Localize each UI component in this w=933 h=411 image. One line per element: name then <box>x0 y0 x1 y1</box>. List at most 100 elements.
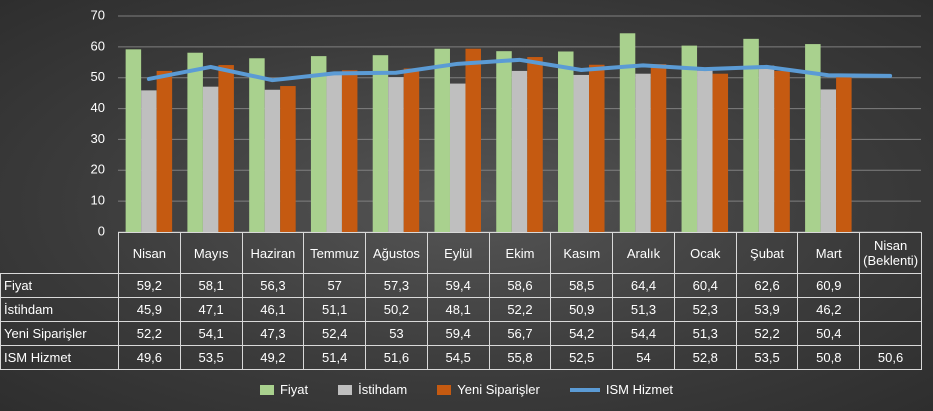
bar <box>249 58 265 232</box>
value-label: 59,2 <box>118 273 181 298</box>
y-tick-label: 60 <box>91 38 105 53</box>
bar <box>743 38 759 232</box>
bar <box>712 73 729 233</box>
x-tick-label: Ekim <box>488 232 552 274</box>
bar <box>820 89 837 232</box>
legend-swatch <box>259 384 274 395</box>
value-label: 50,4 <box>797 321 861 346</box>
y-tick-label: 50 <box>91 69 105 84</box>
value-label <box>859 273 922 298</box>
row-label: İstihdam <box>0 297 119 322</box>
bar <box>141 90 157 232</box>
value-label: 51,3 <box>673 321 737 346</box>
value-label: 54 <box>612 345 675 370</box>
value-label: 51,6 <box>365 345 428 370</box>
value-label: 52,4 <box>303 321 367 346</box>
value-label: 56,7 <box>488 321 552 346</box>
value-label: 51,3 <box>612 297 675 322</box>
bar <box>434 48 450 232</box>
value-label: 53 <box>365 321 428 346</box>
data-table: Nisan Mayıs Haziran Temmuz Ağustos Eylül Ekim K… <box>0 232 922 370</box>
legend-swatch <box>569 387 600 392</box>
bar <box>310 56 327 232</box>
bar <box>280 86 296 232</box>
bar <box>156 70 173 232</box>
bar <box>496 51 512 233</box>
x-tick-label: Mart <box>797 232 861 274</box>
bar <box>465 48 481 232</box>
x-tick-label: Ağustos <box>365 232 428 274</box>
y-tick-label: 10 <box>91 193 105 208</box>
value-label: 50,9 <box>550 297 614 322</box>
legend-label: ISM Hizmet <box>605 382 674 397</box>
table-row: Yeni Siparişler 52,2 54,1 47,3 52,4 53 59,4 56,… <box>0 321 922 346</box>
value-label: 52,3 <box>673 297 737 322</box>
x-tick-label: Nisan <box>118 232 181 274</box>
bar <box>589 64 605 232</box>
bar <box>774 70 790 232</box>
value-label: 60,4 <box>673 273 737 298</box>
bar <box>218 65 234 232</box>
value-label: 52,5 <box>550 345 614 370</box>
value-label <box>859 297 922 322</box>
value-label: 50,2 <box>365 297 428 322</box>
y-tick-label: 20 <box>91 162 105 177</box>
legend-item: Yeni Siparişler <box>437 382 540 397</box>
value-label: 56,3 <box>241 273 305 298</box>
bar <box>619 33 636 232</box>
row-label: ISM Hizmet <box>0 345 119 370</box>
bar <box>558 51 574 232</box>
row-label: Yeni Siparişler <box>0 321 119 346</box>
value-label: 50,8 <box>797 345 861 370</box>
value-label: 58,6 <box>488 273 552 298</box>
bar <box>635 73 651 233</box>
value-label: 53,5 <box>179 345 243 370</box>
value-label: 50,6 <box>859 345 922 370</box>
y-tick-label: 0 <box>98 223 105 238</box>
x-tick-label: Mayıs <box>179 232 243 274</box>
x-tick-label: Temmuz <box>303 232 367 274</box>
value-label: 54,4 <box>612 321 675 346</box>
table-header: Nisan Mayıs Haziran Temmuz Ağustos Eylül Ekim K… <box>0 232 922 274</box>
line <box>146 57 893 83</box>
bar <box>125 49 142 232</box>
bar <box>511 70 528 232</box>
x-tick-label: Kasım <box>550 232 614 274</box>
value-label: 47,1 <box>179 297 243 322</box>
blank-cell <box>0 232 119 274</box>
x-tick-label: Nisan (Beklenti) <box>859 232 922 274</box>
legend-item: İstihdam <box>338 382 407 397</box>
x-tick-label: Ocak <box>673 232 737 274</box>
bar <box>836 76 852 232</box>
bar <box>449 83 466 232</box>
legend: Fiyat İstihdam Yeni Siparişler ISM Hizmet <box>0 382 933 397</box>
value-label: 52,2 <box>488 297 552 322</box>
y-tick-label: 40 <box>91 100 105 115</box>
value-label: 58,5 <box>550 273 614 298</box>
value-label: 64,4 <box>612 273 675 298</box>
value-label: 57 <box>303 273 367 298</box>
row-label: Fiyat <box>0 273 119 298</box>
legend-item: ISM Hizmet <box>569 382 674 397</box>
bar <box>388 77 404 233</box>
value-label: 53,5 <box>735 345 799 370</box>
value-label: 51,1 <box>303 297 367 322</box>
bar <box>187 52 203 232</box>
bar <box>805 44 821 232</box>
legend-label: İstihdam <box>358 382 408 397</box>
value-label: 59,4 <box>426 273 490 298</box>
bar <box>758 65 775 233</box>
value-label: 58,1 <box>179 273 243 298</box>
value-label: 52,8 <box>673 345 737 370</box>
value-label: 55,8 <box>488 345 552 370</box>
x-tick-label: Haziran <box>241 232 305 274</box>
table-row: İstihdam 45,9 47,1 46,1 51,1 50,2 48,1 52,2 50,9… <box>0 297 922 322</box>
table-row: ISM Hizmet 49,6 53,5 49,2 51,4 51,6 54,5 55,8 52… <box>0 345 922 370</box>
bar <box>264 89 281 233</box>
y-tick-label: 70 <box>91 7 105 22</box>
table-row: Fiyat 59,2 58,1 56,3 57 57,3 59,4 58,6 58,5 64,4 6… <box>0 273 922 298</box>
bar <box>202 86 219 232</box>
legend-label: Fiyat <box>279 382 309 397</box>
value-label: 54,5 <box>426 345 490 370</box>
